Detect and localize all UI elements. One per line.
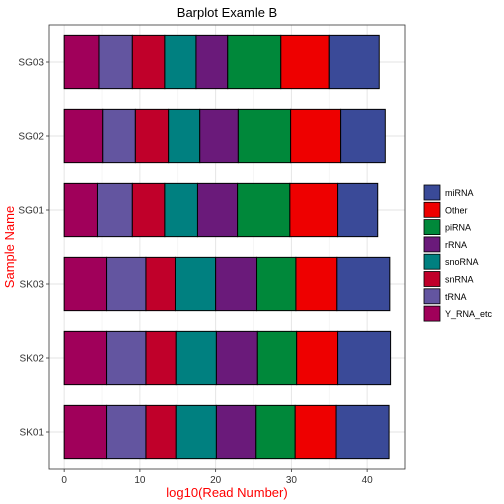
bar-segment: [237, 108, 292, 164]
legend-swatch: [423, 219, 441, 236]
x-axis-title: log10(Read Number): [166, 485, 287, 500]
x-tick-label: 20: [210, 475, 222, 486]
bar-segment: [215, 404, 257, 460]
legend-swatch: [423, 201, 441, 218]
bar-segment: [131, 182, 166, 238]
legend-item: rRNA: [423, 236, 467, 253]
bar-segment: [145, 256, 176, 312]
bar-segment: [215, 330, 258, 386]
legend-swatch: [423, 253, 441, 270]
x-tick-label: 30: [286, 475, 298, 486]
legend-item: snRNA: [423, 271, 474, 287]
bar-segment: [63, 108, 104, 164]
y-tick-label: SK01: [20, 428, 45, 439]
y-tick-label: SG02: [18, 132, 44, 143]
bar-segment: [237, 182, 291, 238]
bar-segment: [340, 108, 386, 164]
panel-border: [48, 24, 406, 470]
legend-label: snRNA: [445, 275, 474, 285]
bar-segment: [174, 256, 217, 312]
bar-segment: [256, 256, 297, 312]
bar-segment: [164, 34, 197, 90]
bar-segment: [98, 34, 133, 90]
bar-segment: [63, 182, 98, 238]
legend-swatch: [423, 184, 441, 201]
legend-label: miRNA: [445, 188, 474, 198]
bar-segment: [102, 108, 136, 164]
y-axis-title: Sample Name: [2, 206, 17, 288]
bar-segment: [175, 330, 217, 386]
bar-segment: [280, 34, 330, 90]
bar-segment: [290, 108, 342, 164]
bar-segment: [106, 404, 147, 460]
bar-segment: [199, 108, 239, 164]
bar-segment: [295, 256, 338, 312]
bar-segment: [63, 256, 108, 312]
bar-segment: [328, 34, 380, 90]
bar-segment: [195, 34, 229, 90]
bar-segment: [196, 182, 239, 238]
bar-segment: [145, 404, 177, 460]
bar-segment: [336, 256, 391, 312]
bar-segment: [63, 34, 100, 90]
grid-layer: [49, 25, 405, 469]
legend-item: snoRNA: [423, 253, 479, 270]
legend-item: miRNA: [423, 184, 474, 201]
bar-segment: [289, 182, 339, 238]
legend-label: tRNA: [445, 292, 467, 302]
legend: miRNA Other piRNA rRNA snoRNA snRNA tRNA Y_RNA_…: [423, 184, 493, 322]
bar-segment: [175, 404, 217, 460]
bar-segment: [164, 182, 198, 238]
legend-label: Other: [445, 205, 468, 215]
bar-segment: [145, 330, 177, 386]
bar-segment: [296, 330, 339, 386]
legend-item: Other: [423, 201, 468, 218]
bar-segment: [96, 182, 133, 238]
legend-label: Y_RNA_etc: [445, 309, 493, 319]
bar-segment: [215, 256, 258, 312]
bar-segment: [106, 256, 147, 312]
bar-segment: [131, 34, 166, 90]
legend-item: Y_RNA_etc: [423, 305, 493, 322]
x-tick-label: 10: [134, 475, 146, 486]
y-tick-label: SG01: [18, 206, 44, 217]
panel-background: [49, 25, 405, 469]
chart-title: Barplot Examle B: [177, 5, 277, 20]
legend-label: snoRNA: [445, 257, 479, 267]
bar-segment: [337, 330, 392, 386]
bar-segment: [134, 108, 170, 164]
legend-item: piRNA: [423, 219, 471, 236]
bar-segment: [227, 34, 282, 90]
legend-swatch: [423, 288, 441, 305]
bar-segment: [256, 330, 298, 386]
bar-segment: [106, 330, 147, 386]
bar-segment: [168, 108, 201, 164]
legend-swatch: [423, 236, 441, 253]
bar-layer: [63, 34, 392, 460]
legend-label: rRNA: [445, 240, 467, 250]
x-tick-label: 40: [362, 475, 374, 486]
y-tick-label: SK02: [20, 354, 45, 365]
bar-segment: [255, 404, 296, 460]
legend-swatch: [423, 271, 441, 287]
bar-segment: [294, 404, 337, 460]
y-tick-label: SG03: [18, 58, 44, 69]
legend-item: tRNA: [423, 288, 467, 305]
bar-segment: [63, 330, 108, 386]
y-tick-label: SK03: [20, 280, 45, 291]
bar-segment: [63, 404, 108, 460]
bar-segment: [335, 404, 390, 460]
legend-swatch: [423, 305, 441, 322]
legend-label: piRNA: [445, 223, 471, 233]
bar-segment: [337, 182, 379, 238]
axis-layer: 0 10 20 30 40 SG03 SG02 SG01 SK03 SK02 SK01: [18, 58, 373, 487]
x-tick-label: 0: [61, 475, 67, 486]
